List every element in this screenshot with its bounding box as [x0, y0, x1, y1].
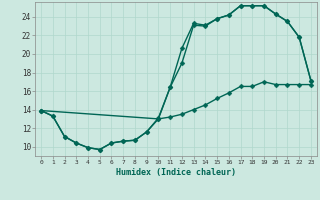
X-axis label: Humidex (Indice chaleur): Humidex (Indice chaleur) — [116, 168, 236, 177]
